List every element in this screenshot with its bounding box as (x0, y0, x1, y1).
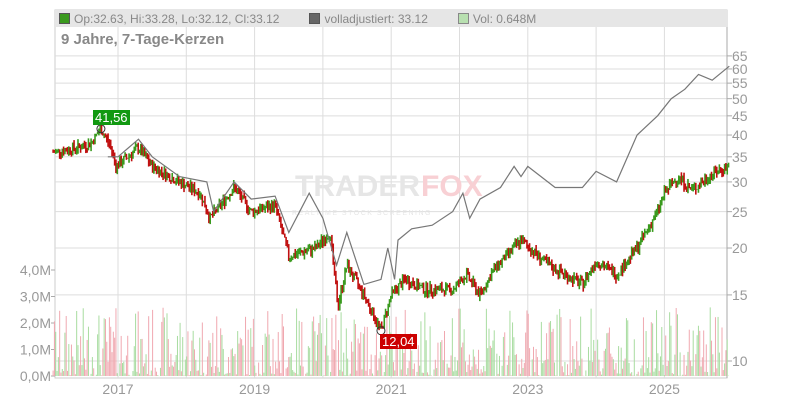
adjusted-text: volladjustiert: 33.12 (324, 11, 428, 26)
legend-adjusted: volladjustiert: 33.12 (309, 11, 428, 26)
y-tick-label: 45 (732, 107, 748, 124)
y-tick-label: 20 (732, 240, 748, 257)
volume-tick-label: 3,0M (20, 289, 51, 305)
volume-swatch-icon (457, 13, 469, 24)
y-tick-label: 40 (732, 127, 748, 144)
watermark-tagline: REALTIME STOCK SCREENING (292, 210, 432, 217)
legend-bar: Op:32.63, Hi:33.28, Lo:32.12, Cl:33.12 v… (55, 10, 727, 27)
watermark-logo-fox: FOX (421, 170, 483, 203)
y-tick-label: 60 (732, 60, 748, 77)
adjusted-swatch-icon (309, 13, 321, 24)
y-tick-label: 15 (732, 286, 748, 303)
legend-volume: Vol: 0.648M (457, 11, 537, 26)
low-label: 12,04 (380, 334, 417, 349)
volume-tick-label: 1,0M (20, 342, 51, 358)
y-tick-label: 10 (732, 353, 748, 369)
volume-text: Vol: 0.648M (472, 11, 537, 26)
ohlc-swatch-icon (59, 13, 70, 24)
high-label: 41,56 (93, 110, 130, 125)
y-tick-label: 50 (732, 90, 748, 107)
x-tick-label: 2025 (649, 381, 680, 397)
x-tick-label: 2023 (512, 381, 543, 397)
volume-tick-label: 4,0M (20, 262, 51, 278)
watermark-logo: TRADER (295, 170, 420, 203)
volume-tick-label: 0,0M (20, 368, 51, 384)
y-tick-label: 25 (732, 203, 748, 220)
legend-ohlc: Op:32.63, Hi:33.28, Lo:32.12, Cl:33.12 (59, 12, 279, 26)
adjusted-price-line (107, 65, 730, 286)
x-tick-label: 2019 (239, 381, 270, 397)
x-tick-label: 2017 (102, 381, 133, 397)
chart-subtitle: 9 Jahre, 7-Tage-Kerzen (61, 31, 225, 48)
y-tick-label: 55 (732, 75, 748, 92)
y-tick-label: 65 (732, 47, 748, 64)
x-tick-label: 2021 (376, 381, 407, 397)
volume-tick-label: 2,0M (20, 315, 51, 331)
y-tick-label: 35 (732, 148, 748, 165)
y-tick-label: 30 (732, 173, 748, 190)
ohlc-text: Op:32.63, Hi:33.28, Lo:32.12, Cl:33.12 (74, 11, 280, 26)
